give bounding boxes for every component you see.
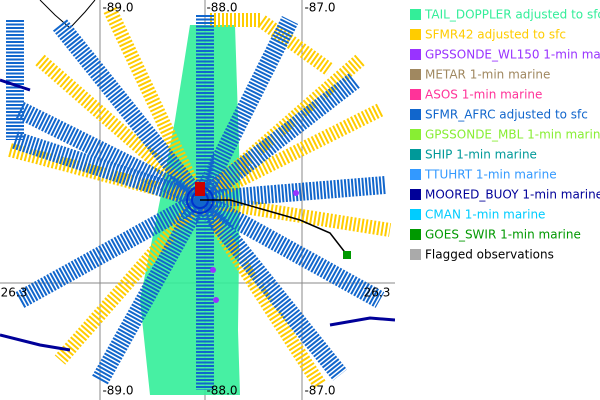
lon-label: -88.0 <box>206 384 237 398</box>
sonde <box>210 267 216 273</box>
goes-marker <box>343 251 351 259</box>
legend-label: METAR 1-min marine <box>425 68 550 82</box>
legend-swatch <box>410 109 421 120</box>
barb-line <box>329 316 396 327</box>
sonde <box>293 190 299 196</box>
legend-label: GOES_SWIR 1-min marine <box>425 228 581 242</box>
center-marker <box>195 182 205 196</box>
legend-label: MOORED_BUOY 1-min marine <box>425 188 600 202</box>
legend-label: TTUHRT 1-min marine <box>424 168 557 182</box>
legend-label: Flagged observations <box>425 248 554 262</box>
legend-swatch <box>410 169 421 180</box>
legend-background <box>395 0 600 400</box>
barb-line <box>0 78 31 92</box>
legend-swatch <box>410 229 421 240</box>
legend-swatch <box>410 249 421 260</box>
barb-line <box>0 333 71 352</box>
legend-label: GPSSONDE_MBL 1-min marine <box>425 128 600 142</box>
track-line <box>200 199 348 256</box>
legend-label: SFMR42 adjusted to sfc <box>425 28 566 42</box>
legend-swatch <box>410 149 421 160</box>
lon-label: -87.0 <box>304 384 335 398</box>
legend-swatch <box>410 69 421 80</box>
lon-label: -89.0 <box>102 384 133 398</box>
lon-label: -89.0 <box>102 1 133 15</box>
legend-label: TAIL_DOPPLER adjusted to sfc <box>424 8 600 22</box>
legend-label: CMAN 1-min marine <box>425 208 545 222</box>
lat-label: 26.3 <box>364 286 391 300</box>
buoy-barbs <box>0 78 396 352</box>
dropsondes <box>210 190 299 303</box>
legend-label: ASOS 1-min marine <box>425 88 542 102</box>
legend-swatch <box>410 209 421 220</box>
legend-swatch <box>410 129 421 140</box>
lon-label: -87.0 <box>304 1 335 15</box>
legend-label: GPSSONDE_WL150 1-min marine <box>425 48 600 62</box>
track <box>15 72 361 308</box>
track <box>103 7 326 389</box>
storm-center <box>186 182 351 259</box>
track <box>92 15 299 385</box>
sonde <box>213 297 219 303</box>
lat-label: 26.3 <box>1 286 28 300</box>
lon-label: -88.0 <box>206 1 237 15</box>
track <box>210 13 335 76</box>
legend-swatch <box>410 89 421 100</box>
legend-label: SHIP 1-min marine <box>425 148 537 162</box>
legend-swatch <box>410 49 421 60</box>
legend-swatch <box>410 9 421 20</box>
track <box>196 103 384 207</box>
legend-swatch <box>410 29 421 40</box>
legend-label: SFMR_AFRC adjusted to sfc <box>425 108 588 122</box>
legend-swatch <box>410 189 421 200</box>
